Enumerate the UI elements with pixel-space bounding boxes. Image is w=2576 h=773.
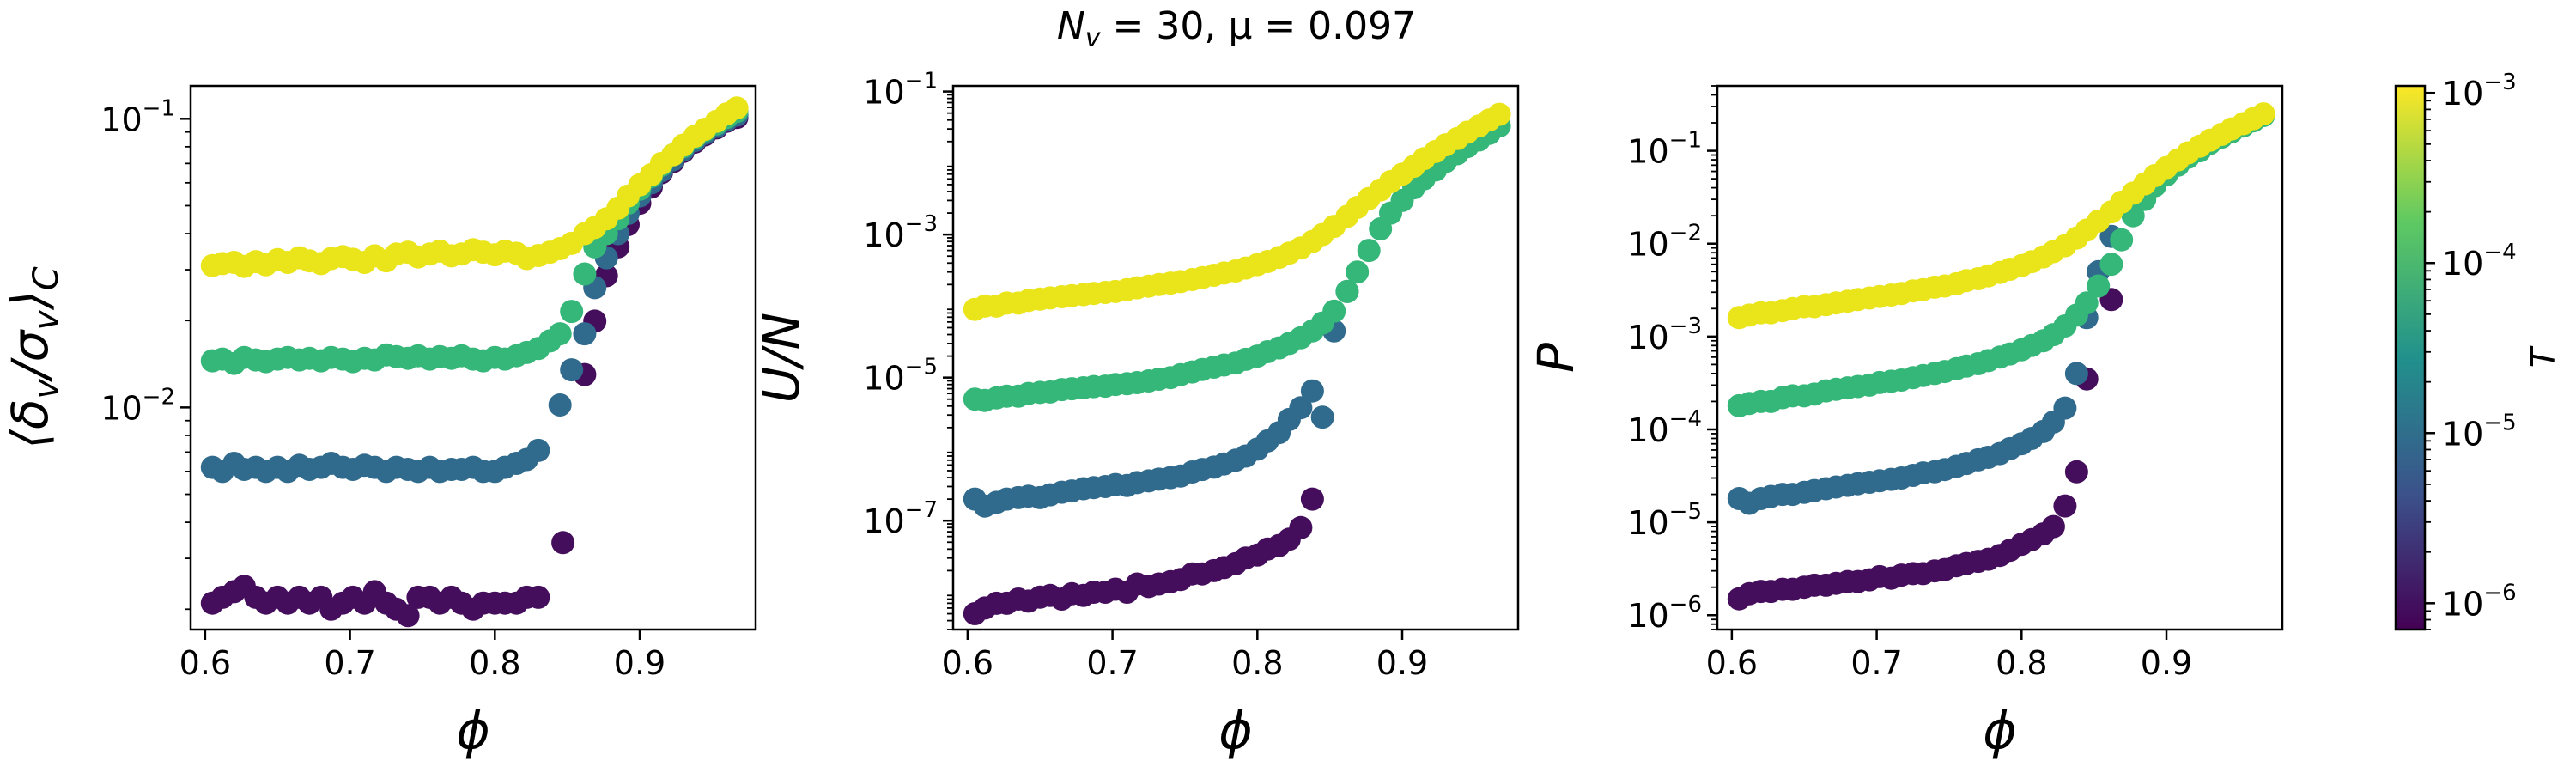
data-point bbox=[1357, 239, 1381, 263]
x-tick-label: 0.6 bbox=[1706, 644, 1758, 682]
data-point bbox=[1487, 102, 1511, 126]
x-tick-label: 0.6 bbox=[179, 644, 231, 682]
colorbar-tick-label: 10−4 bbox=[2442, 240, 2517, 283]
data-point bbox=[725, 96, 749, 120]
data-point bbox=[573, 322, 597, 346]
data-point bbox=[526, 585, 550, 609]
scatter-points bbox=[200, 96, 749, 628]
x-tick-label: 0.8 bbox=[1996, 644, 2047, 682]
data-point bbox=[2053, 396, 2077, 420]
figure-title: Nv = 30, μ = 0.097 bbox=[1057, 4, 1416, 53]
y-tick-label: 10−3 bbox=[863, 211, 938, 254]
data-point bbox=[1335, 279, 1359, 303]
y-axis-label: ⟨δv/σv⟩C bbox=[1, 266, 66, 448]
data-point bbox=[2064, 362, 2088, 386]
data-point bbox=[548, 393, 572, 417]
data-point bbox=[1310, 405, 1334, 429]
data-point bbox=[560, 358, 584, 382]
x-axis-label: ϕ bbox=[1983, 701, 2017, 761]
x-tick-label: 0.6 bbox=[942, 644, 993, 682]
data-point bbox=[573, 262, 597, 286]
colorbar-label: T bbox=[2524, 345, 2562, 368]
data-point bbox=[2087, 274, 2111, 298]
colorbar-tick-label: 10−6 bbox=[2442, 580, 2517, 623]
data-point bbox=[2053, 494, 2077, 518]
data-point bbox=[2110, 228, 2134, 252]
y-tick-label: 10−3 bbox=[1627, 313, 1702, 356]
y-tick-label: 10−1 bbox=[100, 95, 175, 138]
panel-packing-delta: 0.6 0.7 0.8 0.9 10−1 10−2 ϕ ⟨δv/σv⟩C bbox=[1, 84, 757, 761]
data-point bbox=[2099, 253, 2123, 277]
x-tick-label: 0.9 bbox=[1376, 644, 1428, 682]
data-point bbox=[2075, 291, 2099, 315]
data-point bbox=[2251, 102, 2275, 126]
y-tick-label: 10−1 bbox=[1627, 128, 1702, 171]
data-point bbox=[1289, 396, 1313, 420]
panel-pressure: 0.6 0.7 0.8 0.9 10−1 10−2 10−3 10−4 10−5 10−6 ϕ P bbox=[1527, 84, 2284, 761]
y-axis-label: P bbox=[1527, 343, 1585, 373]
colorbar-tick-label: 10−3 bbox=[2442, 70, 2517, 113]
data-point bbox=[551, 531, 575, 555]
colorbar-gradient bbox=[2394, 84, 2427, 631]
y-tick-label: 10−7 bbox=[863, 497, 938, 540]
x-tick-label: 0.7 bbox=[324, 644, 375, 682]
x-tick-label: 0.7 bbox=[1086, 644, 1138, 682]
data-point bbox=[396, 604, 420, 628]
data-point bbox=[1300, 487, 1324, 511]
data-point bbox=[2064, 460, 2088, 484]
x-tick-label: 0.9 bbox=[2141, 644, 2192, 682]
y-tick-label: 10−5 bbox=[1627, 499, 1702, 542]
data-point bbox=[560, 300, 584, 324]
colorbar: 10−3 10−4 10−5 10−6 T bbox=[2394, 70, 2562, 631]
x-tick-label: 0.7 bbox=[1850, 644, 1902, 682]
x-axis-label: ϕ bbox=[456, 701, 490, 761]
y-axis-label: U/N bbox=[752, 313, 811, 403]
panel-energy-per-particle: 0.6 0.7 0.8 0.9 10−1 10−3 10−5 10−7 ϕ U/N bbox=[752, 69, 1520, 761]
data-point bbox=[1322, 299, 1346, 323]
y-tick-label: 10−5 bbox=[863, 355, 938, 398]
x-axis-label: ϕ bbox=[1218, 701, 1253, 761]
y-tick-label: 10−4 bbox=[1627, 406, 1702, 449]
x-tick-label: 0.8 bbox=[1231, 644, 1283, 682]
y-tick-label: 10−6 bbox=[1627, 592, 1702, 635]
x-tick-label: 0.9 bbox=[614, 644, 665, 682]
y-tick-label: 10−2 bbox=[100, 384, 175, 427]
colorbar-tick-label: 10−5 bbox=[2442, 410, 2517, 453]
y-tick-label: 10−2 bbox=[1627, 221, 1702, 264]
data-point bbox=[1346, 260, 1370, 284]
scatter-points bbox=[963, 102, 1511, 625]
data-point bbox=[1289, 515, 1313, 539]
data-point bbox=[526, 438, 550, 462]
data-point bbox=[1300, 379, 1324, 403]
data-point bbox=[2041, 514, 2065, 539]
y-tick-label: 10−1 bbox=[863, 69, 938, 112]
data-point bbox=[548, 322, 572, 346]
x-tick-label: 0.8 bbox=[469, 644, 520, 682]
scatter-points bbox=[1727, 102, 2275, 611]
